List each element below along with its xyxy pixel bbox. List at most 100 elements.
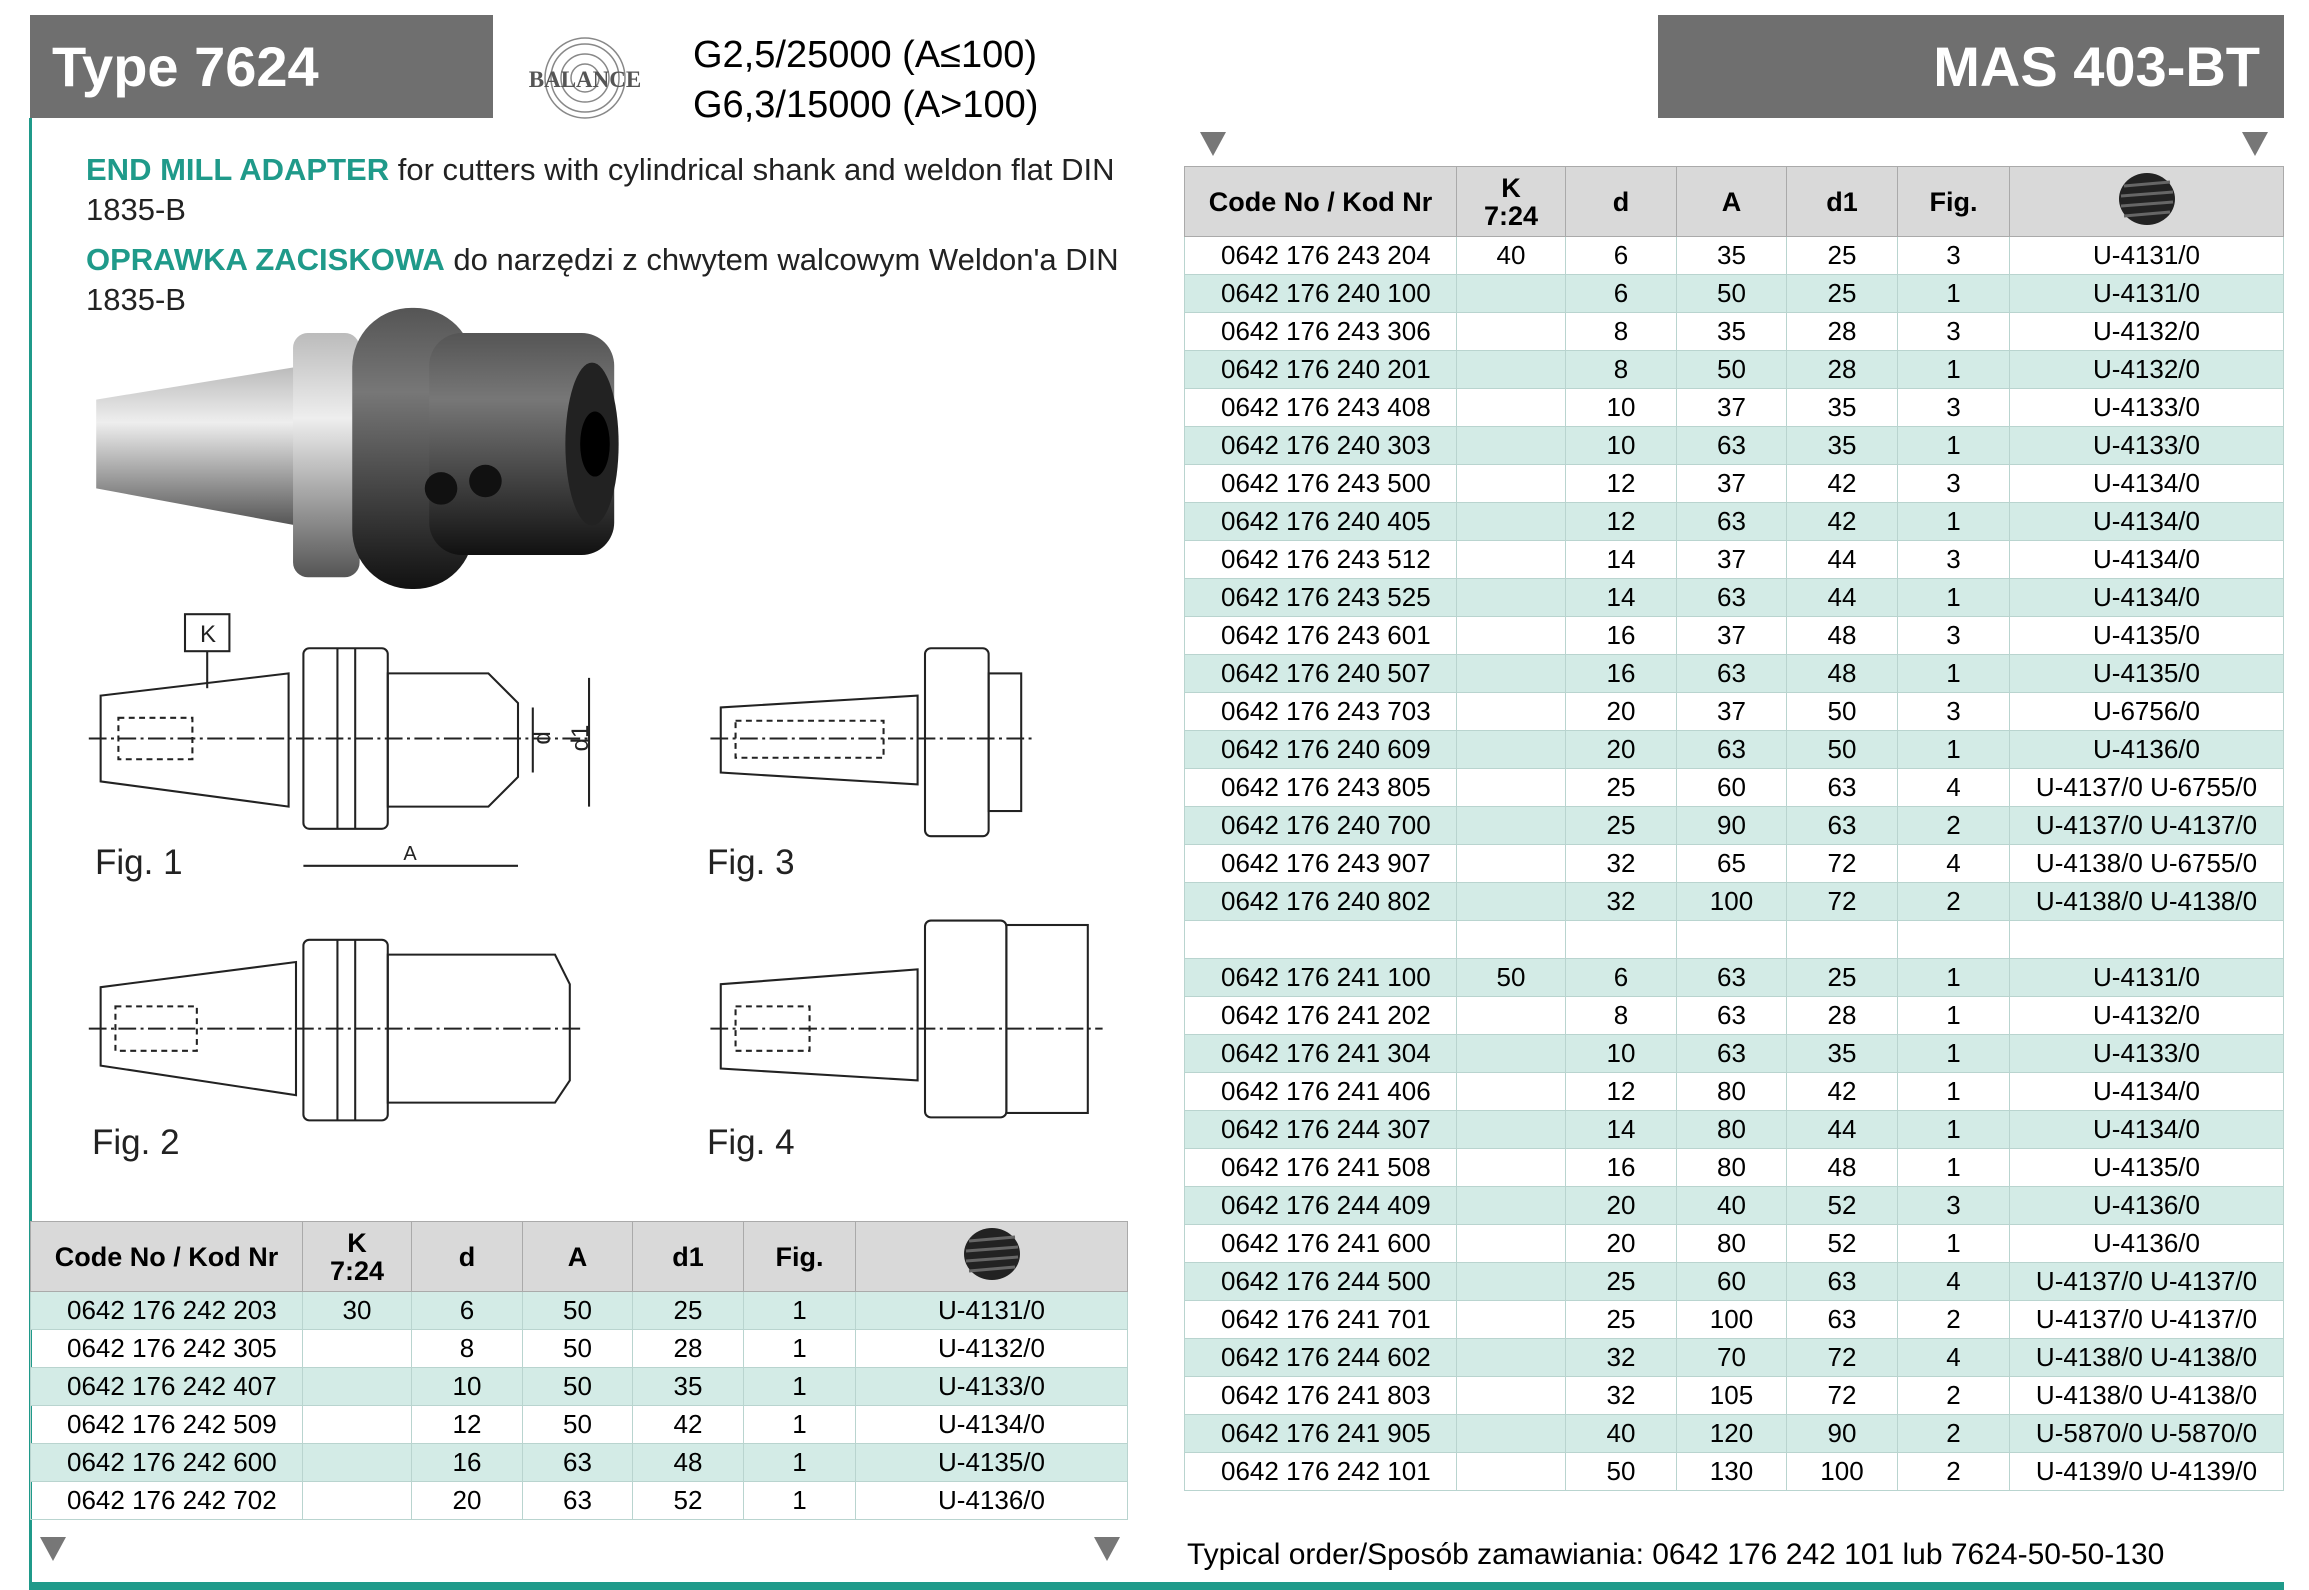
header-line: 7:24 bbox=[1483, 200, 1539, 231]
screw-icon bbox=[963, 1228, 1020, 1280]
cell: 30 bbox=[302, 1291, 412, 1330]
column-header: d1 bbox=[1786, 166, 1898, 237]
cell: 4 bbox=[1897, 1262, 2010, 1301]
cell: U-4135/0 bbox=[855, 1443, 1128, 1482]
fig-label: Fig. 4 bbox=[707, 1123, 795, 1162]
dim-a: A bbox=[403, 843, 417, 865]
cell bbox=[1456, 1110, 1566, 1149]
cell: 8 bbox=[1565, 996, 1677, 1035]
row: 0642 176 242 407 10 50 35 1 U-4133/0 bbox=[30, 1367, 1128, 1406]
row: 0642 176 243 512 14 37 44 3 U-4134/0 bbox=[1184, 540, 2284, 579]
cell: U-4133/0 bbox=[2009, 426, 2284, 465]
cell: 10 bbox=[1565, 388, 1677, 427]
dim-labels: K A d d1 bbox=[200, 621, 594, 865]
cell: 25 bbox=[1565, 768, 1677, 807]
cell bbox=[1456, 1452, 1566, 1491]
cell: 44 bbox=[1786, 578, 1898, 617]
row: 0642 176 242 702 20 63 52 1 U-4136/0 bbox=[30, 1481, 1128, 1520]
cell: U-4133/0 bbox=[2009, 1034, 2284, 1073]
cell bbox=[1456, 540, 1566, 579]
cell: 50 bbox=[522, 1329, 633, 1368]
cell: U-4132/0 bbox=[2009, 312, 2284, 351]
cell: 72 bbox=[1786, 882, 1898, 921]
cell: 2 bbox=[1897, 1414, 2010, 1453]
cell: 48 bbox=[1786, 616, 1898, 655]
row: 0642 176 242 509 12 50 42 1 U-4134/0 bbox=[30, 1405, 1128, 1444]
cell: U-4134/0 bbox=[2009, 540, 2284, 579]
cell bbox=[1456, 1376, 1566, 1415]
cell: 50 bbox=[1456, 958, 1566, 997]
cell: 14 bbox=[1565, 1110, 1677, 1149]
cell: 0642 176 240 609 bbox=[1184, 730, 1457, 769]
cell: 0642 176 242 101 bbox=[1184, 1452, 1457, 1491]
cell: 1 bbox=[743, 1367, 856, 1406]
cell: 100 bbox=[1676, 1300, 1787, 1339]
cell: 1 bbox=[1897, 1224, 2010, 1263]
row: 0642 176 242 305 8 50 28 1 U-4132/0 bbox=[30, 1329, 1128, 1368]
cell: 8 bbox=[411, 1329, 523, 1368]
side-rule bbox=[29, 118, 32, 1590]
cell: 0642 176 241 508 bbox=[1184, 1148, 1457, 1187]
row: 0642 176 243 306 8 35 28 3 U-4132/0 bbox=[1184, 312, 2284, 351]
cell: U-4133/0 bbox=[2009, 388, 2284, 427]
row: 0642 176 241 202 8 63 28 1 U-4132/0 bbox=[1184, 996, 2284, 1035]
cell: 37 bbox=[1676, 540, 1787, 579]
cell: 63 bbox=[1676, 1034, 1787, 1073]
cell: 100 bbox=[1786, 1452, 1898, 1491]
cell bbox=[1456, 844, 1566, 883]
logo-text: BALANCE bbox=[529, 67, 641, 92]
cell: 20 bbox=[411, 1481, 523, 1520]
header-line: K bbox=[347, 1227, 367, 1258]
row: 0642 176 242 600 16 63 48 1 U-4135/0 bbox=[30, 1443, 1128, 1482]
series-header: MAS 403-BT bbox=[1658, 15, 2284, 118]
cell: 60 bbox=[1676, 768, 1787, 807]
cell: 25 bbox=[1786, 274, 1898, 313]
cell: 63 bbox=[1676, 730, 1787, 769]
cell: 3 bbox=[1897, 236, 2010, 275]
cell bbox=[1786, 920, 1898, 959]
cell bbox=[1456, 312, 1566, 351]
cell bbox=[1456, 654, 1566, 693]
cell: 42 bbox=[1786, 1072, 1898, 1111]
cell: 50 bbox=[1565, 1452, 1677, 1491]
cell: 80 bbox=[1676, 1072, 1787, 1111]
row: 0642 176 240 700 25 90 63 2 U-4137/0 U-4137/0 bbox=[1184, 806, 2284, 845]
cell bbox=[1456, 578, 1566, 617]
cell: 48 bbox=[1786, 654, 1898, 693]
cell: 35 bbox=[1676, 236, 1787, 275]
cell: 20 bbox=[1565, 1186, 1677, 1225]
cell: U-4131/0 bbox=[2009, 958, 2284, 997]
cell: 20 bbox=[1565, 692, 1677, 731]
cell: U-4138/0 U-4138/0 bbox=[2009, 882, 2284, 921]
cell: 25 bbox=[1786, 236, 1898, 275]
cell: 0642 176 241 803 bbox=[1184, 1376, 1457, 1415]
cell: 1 bbox=[743, 1329, 856, 1368]
cell: 1 bbox=[1897, 1034, 2010, 1073]
cell: U-4134/0 bbox=[855, 1405, 1128, 1444]
cell: 1 bbox=[743, 1405, 856, 1444]
cell: 6 bbox=[411, 1291, 523, 1330]
cell: 1 bbox=[743, 1481, 856, 1520]
cell: 2 bbox=[1897, 1452, 2010, 1491]
desc-bold: END MILL ADAPTER bbox=[86, 152, 390, 187]
fig-label: Fig. 1 bbox=[95, 843, 183, 882]
cell: 28 bbox=[1786, 312, 1898, 351]
cell bbox=[1456, 1148, 1566, 1187]
cell: 63 bbox=[1676, 654, 1787, 693]
cell: 0642 176 243 512 bbox=[1184, 540, 1457, 579]
cell: 1 bbox=[1897, 426, 2010, 465]
row: 0642 176 243 408 10 37 35 3 U-4133/0 bbox=[1184, 388, 2284, 427]
cell: 37 bbox=[1676, 464, 1787, 503]
row: 0642 176 243 907 32 65 72 4 U-4138/0 U-6755/0 bbox=[1184, 844, 2284, 883]
row: 0642 176 243 204 40 6 35 25 3 U-4131/0 bbox=[1184, 236, 2284, 275]
cell: 3 bbox=[1897, 692, 2010, 731]
cell: 3 bbox=[1897, 1186, 2010, 1225]
cell: 63 bbox=[1676, 958, 1787, 997]
cell: 50 bbox=[522, 1367, 633, 1406]
cell: 0642 176 242 509 bbox=[30, 1405, 303, 1444]
cell: 12 bbox=[1565, 502, 1677, 541]
photo bbox=[96, 307, 619, 590]
cell: 16 bbox=[1565, 1148, 1677, 1187]
cell bbox=[1456, 616, 1566, 655]
cell: 52 bbox=[632, 1481, 744, 1520]
